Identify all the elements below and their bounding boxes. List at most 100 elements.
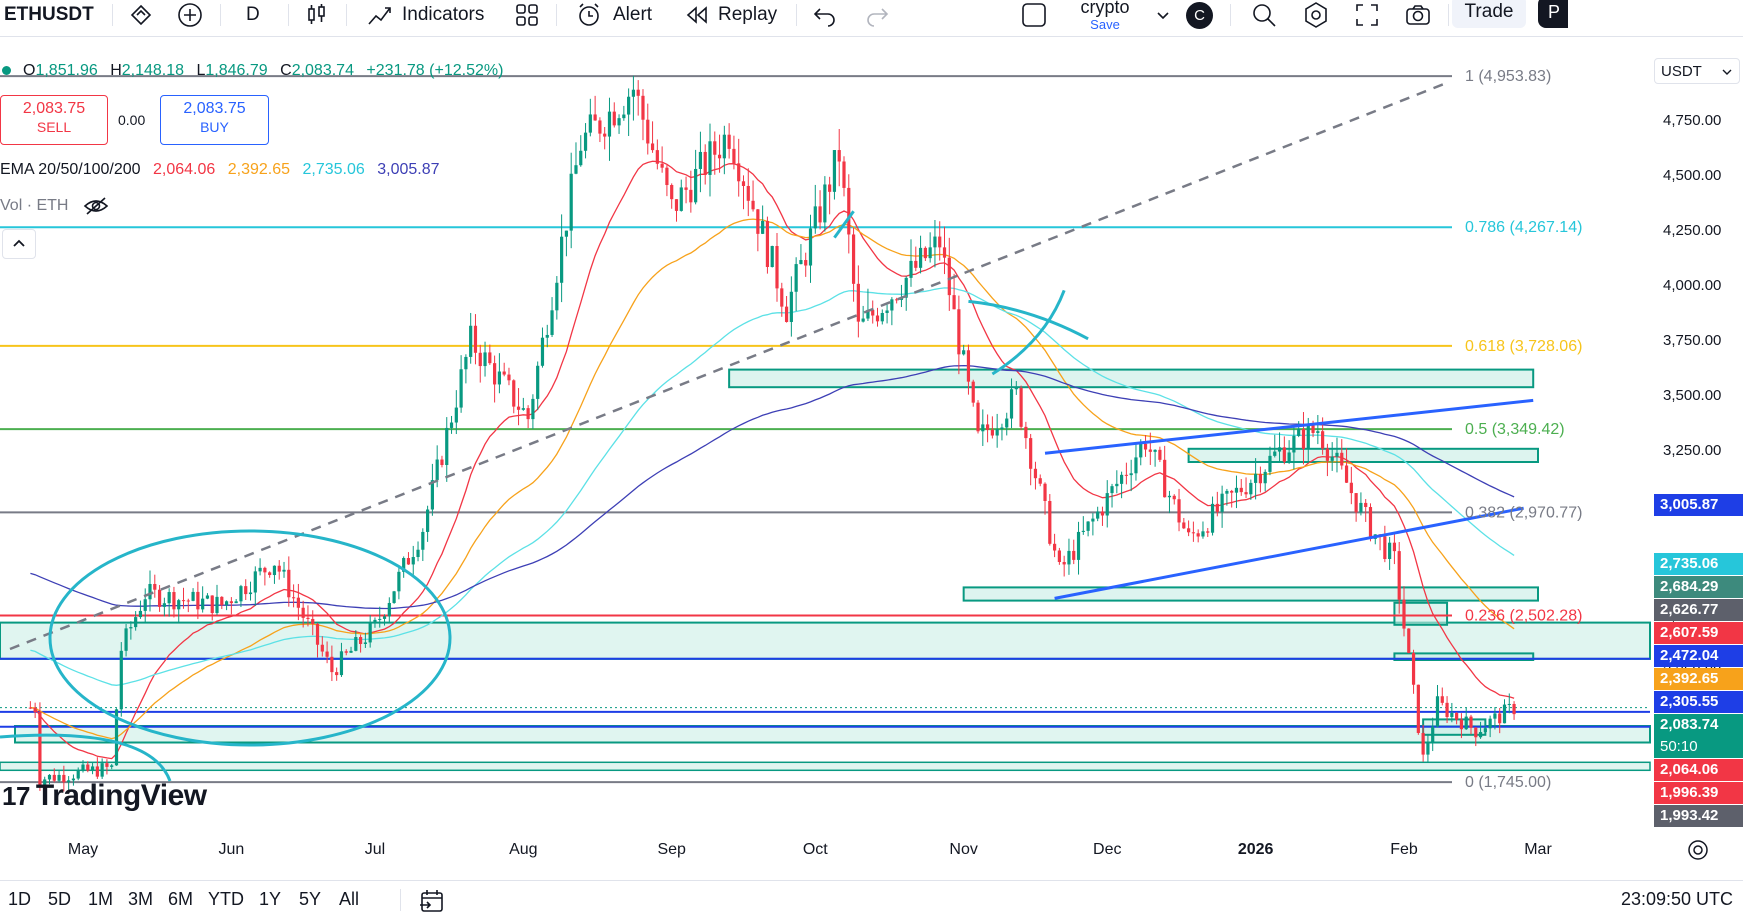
candle[interactable]	[660, 146, 664, 173]
candle[interactable]	[57, 770, 61, 783]
candle[interactable]	[248, 581, 253, 601]
range-button-ytd[interactable]: YTD	[208, 889, 244, 909]
candle[interactable]	[1206, 527, 1210, 538]
candle[interactable]	[392, 590, 396, 604]
candle[interactable]	[1052, 533, 1057, 558]
candle[interactable]	[631, 75, 636, 121]
candle[interactable]	[593, 95, 597, 121]
candle[interactable]	[1172, 494, 1176, 505]
candle[interactable]	[1187, 520, 1191, 537]
candle[interactable]	[138, 600, 143, 619]
candle[interactable]	[564, 230, 569, 257]
publish-button[interactable]: P	[1538, 0, 1568, 28]
candle[interactable]	[622, 105, 626, 121]
candle[interactable]	[1134, 442, 1138, 481]
candle[interactable]	[1086, 521, 1090, 537]
candle[interactable]	[579, 135, 583, 167]
candle[interactable]	[545, 324, 549, 348]
quick-search-button[interactable]	[1250, 0, 1278, 30]
snapshot-button[interactable]	[1404, 0, 1432, 30]
candle[interactable]	[1502, 699, 1507, 724]
candle[interactable]	[47, 774, 52, 785]
candle[interactable]	[847, 174, 851, 254]
candle[interactable]	[1201, 521, 1205, 539]
candle[interactable]	[1411, 649, 1416, 694]
candle[interactable]	[363, 632, 367, 648]
candle[interactable]	[445, 417, 449, 482]
candle[interactable]	[770, 245, 774, 268]
candle[interactable]	[708, 123, 712, 197]
candle[interactable]	[1268, 446, 1272, 476]
indicators-button[interactable]: Indicators	[366, 0, 484, 30]
candle[interactable]	[981, 409, 985, 447]
candle[interactable]	[818, 190, 822, 230]
candle[interactable]	[502, 362, 506, 377]
candle[interactable]	[301, 600, 305, 628]
candle[interactable]	[1220, 485, 1224, 528]
candle[interactable]	[1445, 696, 1449, 724]
range-button-1m[interactable]: 1M	[88, 889, 114, 909]
range-button-all[interactable]: All	[339, 889, 360, 909]
candle[interactable]	[732, 135, 736, 170]
candle[interactable]	[105, 759, 109, 775]
candle[interactable]	[1435, 684, 1440, 728]
candle[interactable]	[430, 463, 434, 516]
time-axis-settings-button[interactable]	[1686, 838, 1710, 867]
candle[interactable]	[1019, 385, 1023, 431]
settings-button[interactable]	[1302, 0, 1330, 30]
candle[interactable]	[387, 597, 391, 624]
candle[interactable]	[129, 621, 133, 640]
candle[interactable]	[670, 183, 674, 209]
candle[interactable]	[296, 583, 300, 621]
candle[interactable]	[531, 394, 535, 429]
candle[interactable]	[1431, 717, 1435, 752]
candle[interactable]	[1033, 461, 1038, 490]
candle[interactable]	[1407, 628, 1411, 654]
candle[interactable]	[516, 388, 521, 426]
candle[interactable]	[272, 565, 277, 584]
candle[interactable]	[287, 556, 291, 607]
candle[interactable]	[411, 545, 415, 578]
candle[interactable]	[942, 226, 947, 275]
candle[interactable]	[224, 600, 229, 611]
candle[interactable]	[646, 103, 650, 155]
candle[interactable]	[1364, 499, 1368, 522]
candle[interactable]	[933, 219, 937, 268]
candle[interactable]	[1076, 521, 1081, 575]
candle[interactable]	[100, 758, 104, 779]
candle[interactable]	[808, 214, 813, 283]
candle[interactable]	[220, 596, 224, 610]
candle[interactable]	[459, 355, 463, 413]
candle[interactable]	[306, 605, 310, 627]
candle[interactable]	[1225, 488, 1229, 506]
candle[interactable]	[1474, 727, 1478, 747]
interval-button[interactable]: D	[246, 0, 260, 30]
candle[interactable]	[1043, 482, 1047, 515]
candle[interactable]	[95, 757, 99, 779]
candle[interactable]	[737, 138, 741, 197]
candle[interactable]	[215, 584, 219, 616]
candle[interactable]	[1096, 506, 1100, 522]
candle[interactable]	[1072, 539, 1076, 565]
goto-date-button[interactable]	[418, 887, 446, 920]
candle[interactable]	[1000, 423, 1004, 441]
candle[interactable]	[186, 598, 190, 613]
candle[interactable]	[866, 288, 870, 321]
candle[interactable]	[976, 400, 980, 434]
candle[interactable]	[469, 312, 473, 364]
layout-toggle-button[interactable]	[1020, 0, 1048, 30]
candle[interactable]	[335, 667, 339, 681]
candle[interactable]	[1335, 437, 1339, 473]
symbol-search-button[interactable]: ETHUSDT	[4, 0, 94, 30]
candle[interactable]	[124, 624, 128, 657]
candle[interactable]	[526, 405, 530, 429]
candle[interactable]	[397, 565, 401, 600]
candle[interactable]	[153, 574, 157, 598]
candle[interactable]	[789, 276, 793, 337]
currency-selector[interactable]: USDT	[1654, 58, 1740, 84]
candle[interactable]	[181, 587, 186, 609]
candle[interactable]	[751, 180, 755, 212]
candle[interactable]	[957, 295, 961, 375]
candle[interactable]	[1488, 715, 1492, 738]
candle[interactable]	[679, 179, 683, 212]
